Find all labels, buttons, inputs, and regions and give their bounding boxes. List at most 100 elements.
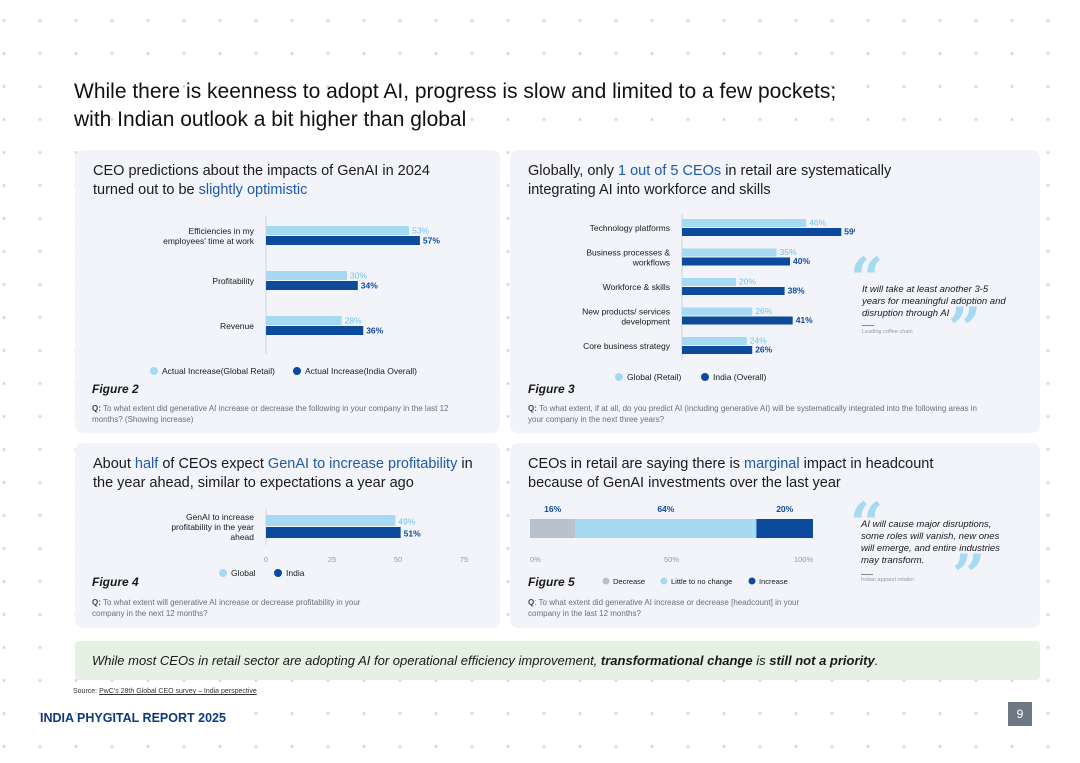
panel-title-text-end: in the year ahead, similar to expectatio… xyxy=(93,456,473,491)
category-label: Revenue xyxy=(220,321,254,331)
figure-label: Figure 5 xyxy=(528,575,575,589)
page-title-line-2: with Indian outlook a bit higher than gl… xyxy=(74,108,467,131)
data-label: 26% xyxy=(755,345,772,355)
category-label: New products/ services development xyxy=(582,307,671,327)
data-label: 41% xyxy=(796,315,813,325)
panel-title-highlight: 1 out of 5 CEOs xyxy=(618,163,722,179)
category-label: Technology platforms xyxy=(590,223,670,233)
data-label: 20% xyxy=(739,277,756,287)
category-label: Profitability xyxy=(212,276,254,286)
footer-report-title: INDIA PHYGITAL REPORT 2025 xyxy=(40,711,226,725)
bar-india xyxy=(682,316,793,325)
bar-global xyxy=(266,316,342,325)
data-label: 20% xyxy=(776,504,793,514)
page-title-line-1: While there is keenness to adopt AI, pro… xyxy=(74,80,837,103)
panel-title-text-end: in retail are systematically integrating… xyxy=(528,163,892,198)
category-label: Business processes & workflows xyxy=(586,248,670,268)
quote-source: Indian apparel retailer xyxy=(861,577,915,583)
panel-title: Globally, only 1 out of 5 CEOs in retail… xyxy=(528,162,928,199)
question-prefix: Q: xyxy=(92,404,101,413)
bar-global xyxy=(682,219,807,227)
close-quote-icon: ” xyxy=(948,295,982,363)
figure-question: Q: To what extent will generative AI inc… xyxy=(92,598,392,619)
source-note: Source: PwC's 28th Global CEO survey – I… xyxy=(73,688,257,695)
data-label: 26% xyxy=(755,306,772,316)
data-label: 35% xyxy=(780,247,797,257)
bar-global xyxy=(266,515,396,526)
question-prefix: Q: xyxy=(92,598,101,607)
chart-ai-integration-areas: Technology platforms 46% 59% Business proce… xyxy=(582,214,855,382)
panel-figure-5: CEOs in retail are saying there is margi… xyxy=(510,443,1040,628)
category-label: Workforce & skills xyxy=(603,282,670,292)
legend-label: Increase xyxy=(759,577,788,586)
x-tick-label: 50 xyxy=(394,555,402,564)
legend-marker-india xyxy=(293,367,301,375)
data-label: 59% xyxy=(844,227,855,237)
data-label: 24% xyxy=(750,336,767,346)
category-label: Efficiencies in my employees' time at wor… xyxy=(163,226,255,246)
bar-india xyxy=(266,527,401,538)
summary-banner: While most CEOs in retail sector are ado… xyxy=(75,641,1040,680)
panel-title-text: CEOs in retail are saying there is xyxy=(528,456,744,472)
quote-divider xyxy=(862,325,874,326)
panel-title-text-mid: of CEOs expect xyxy=(158,456,268,472)
question-prefix: Q: xyxy=(528,404,537,413)
panel-title-text-end: impact in headcount because of GenAI inv… xyxy=(528,456,934,491)
question-text: To what extent, if at all, do you predic… xyxy=(528,404,977,424)
summary-bold-2: still not a priority xyxy=(769,653,875,668)
bar-india xyxy=(266,236,420,245)
figure-label: Figure 2 xyxy=(92,382,139,396)
x-tick-label: 0 xyxy=(264,555,268,564)
data-label: 36% xyxy=(366,326,383,336)
quote-text: AI will cause major disruptions, some ro… xyxy=(861,519,1000,566)
open-quote-icon: “ xyxy=(850,490,884,558)
figure-label: Figure 3 xyxy=(528,382,575,396)
legend-label: Global (Retail) xyxy=(627,372,681,382)
legend-marker-global xyxy=(150,367,158,375)
legend-label: Global xyxy=(231,568,256,578)
legend-label: Actual Increase(Global Retail) xyxy=(162,366,275,376)
data-label: 28% xyxy=(345,316,362,326)
panel-figure-3: Globally, only 1 out of 5 CEOs in retail… xyxy=(510,150,1040,433)
x-tick-label: 50% xyxy=(664,555,679,564)
legend-label: Decrease xyxy=(613,577,645,586)
bar-india xyxy=(682,257,790,266)
stack-segment-no-change xyxy=(575,519,757,538)
source-link[interactable]: PwC's 28th Global CEO survey – India per… xyxy=(99,688,257,695)
panel-title: CEO predictions about the impacts of Gen… xyxy=(93,162,473,199)
panel-title: About half of CEOs expect GenAI to incre… xyxy=(93,455,493,492)
data-label: 49% xyxy=(398,517,415,527)
panel-title-highlight-1: half xyxy=(134,456,159,472)
bar-india xyxy=(682,228,842,236)
bar-global xyxy=(682,248,777,257)
figure-question: Q: To what extent did generative AI incr… xyxy=(528,598,828,619)
panel-title-text: Globally, only xyxy=(528,163,618,179)
x-tick-label: 100% xyxy=(794,555,814,564)
chart-ceo-impacts-2024: Efficiencies in my employees' time at wor… xyxy=(150,216,440,376)
stack-segment-decrease xyxy=(530,519,576,538)
quote-text: It will take at least another 3-5 years … xyxy=(862,284,1006,319)
source-label: Source: xyxy=(73,688,100,695)
chart-profitability-expectation: GenAI to increase profitability in the ye… xyxy=(171,509,468,578)
question-text: To what extent did generative AI increas… xyxy=(92,404,449,424)
legend-marker-india xyxy=(274,569,282,577)
panel-figure-2: CEO predictions about the impacts of Gen… xyxy=(75,150,500,433)
summary-text-end: . xyxy=(874,653,879,668)
legend-marker-global xyxy=(615,373,623,381)
legend-marker-increase xyxy=(748,577,756,585)
category-label: GenAI to increase profitability in the ye… xyxy=(171,512,254,542)
bar-global xyxy=(266,271,347,280)
data-label: 57% xyxy=(423,236,440,246)
data-label: 16% xyxy=(544,504,561,514)
close-quote-icon: ” xyxy=(952,542,986,610)
question-prefix: Q xyxy=(528,598,535,607)
quote-source: Leading coffee chain xyxy=(862,329,913,335)
bar-india xyxy=(266,281,358,290)
panel-title-highlight-2: GenAI to increase profitability xyxy=(267,456,458,472)
data-label: 30% xyxy=(350,271,367,281)
panel-title-text: CEO predictions about the impacts of Gen… xyxy=(93,163,430,198)
x-tick-label: 75 xyxy=(460,555,468,564)
data-label: 40% xyxy=(793,256,810,266)
data-label: 46% xyxy=(809,218,826,228)
bar-global xyxy=(682,307,753,316)
